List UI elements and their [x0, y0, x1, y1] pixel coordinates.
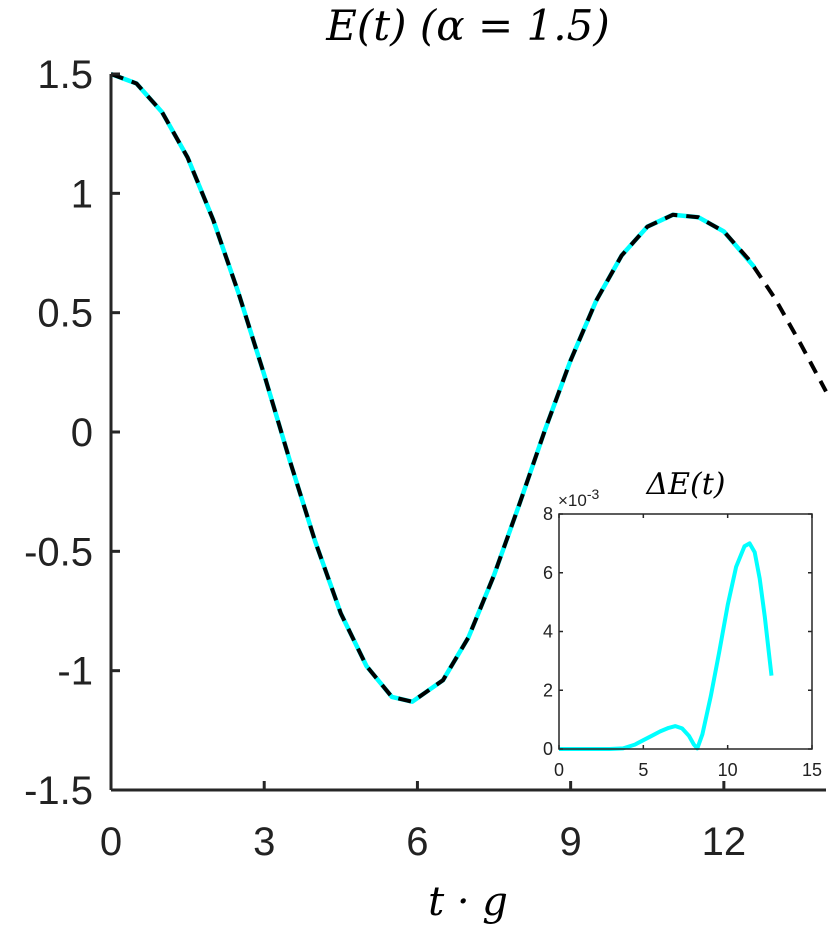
main-y-tick-label: 0: [71, 411, 93, 455]
inset-x-tick-label: 5: [638, 760, 648, 780]
main-x-tick-label: 3: [253, 820, 275, 864]
inset-x-tick-label: 15: [802, 760, 822, 780]
main-chart: E(t) (α = 1.5) 0 3 6 9 12 1.5 1 0.5 0 -0.5 -1 -1.5…: [24, 1, 828, 925]
inset-chart: 0 5 10 15 0 2 4 6 8 ×10-3 ΔE(t): [543, 467, 822, 780]
main-y-tick-label: -1: [57, 650, 93, 694]
inset-x-tick-label: 10: [718, 760, 738, 780]
main-y-tick-label: -1.5: [24, 769, 93, 813]
inset-y-tick-label: 8: [543, 504, 553, 524]
inset-x-ticks: 0 5 10 15: [554, 514, 822, 780]
main-x-tick-label: 0: [100, 820, 122, 864]
main-x-tick-label: 9: [560, 820, 582, 864]
inset-background: [559, 514, 812, 749]
chart-title: E(t) (α = 1.5): [325, 1, 609, 50]
inset-y-exponent: ×10-3: [558, 486, 600, 510]
inset-title: ΔE(t): [645, 467, 725, 502]
main-y-ticks: 1.5 1 0.5 0 -0.5 -1 -1.5: [24, 53, 120, 813]
inset-y-tick-label: 2: [543, 680, 553, 700]
main-x-tick-label: 6: [406, 820, 428, 864]
main-series-group: [110, 71, 828, 704]
inset-y-ticks: 0 2 4 6 8: [543, 504, 812, 759]
inset-series-line-1: [559, 541, 774, 751]
inset-series-group: [559, 541, 774, 751]
inset-y-tick-label: 4: [543, 622, 553, 642]
inset-y-tick-label: 6: [543, 563, 553, 583]
main-x-ticks: 0 3 6 9 12: [100, 781, 746, 864]
main-y-tick-label: -0.5: [24, 530, 93, 574]
main-y-tick-label: 1: [71, 172, 93, 216]
main-y-tick-label: 0.5: [37, 292, 93, 336]
x-axis-label: t · g: [428, 879, 508, 925]
main-y-tick-label: 1.5: [37, 53, 93, 97]
main-x-tick-label: 12: [702, 820, 747, 864]
inset-y-tick-label: 0: [543, 739, 553, 759]
inset-x-tick-label: 0: [554, 760, 564, 780]
